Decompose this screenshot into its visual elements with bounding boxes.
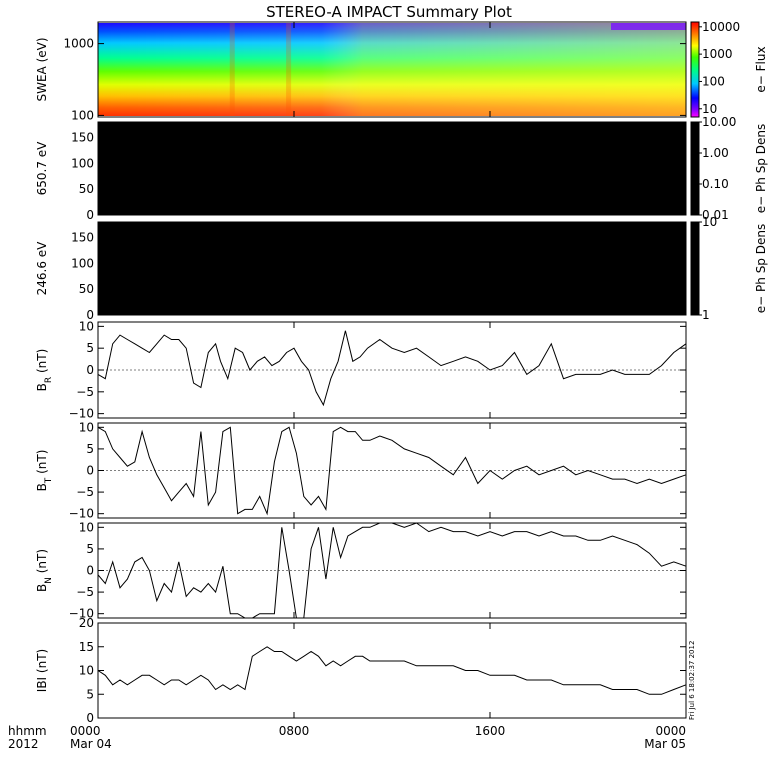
y-tick-label-4: 15 (79, 640, 94, 654)
y-axis-label-unit: (nT) (35, 450, 49, 478)
x-tick-label-3: 1600 (475, 724, 506, 738)
y-tick-label-1: 0 (86, 208, 94, 222)
colorbar-tick-label-2: 0.10 (702, 177, 729, 191)
colorbar-tick-label-1: 1 (702, 308, 710, 322)
y-axis-label-subscript: N (44, 577, 54, 584)
x-axis-row1-label: hhmm (8, 724, 47, 738)
colorbar-tick-label-3: 1000 (702, 47, 733, 61)
x-tick-date-4: Mar 05 (644, 737, 686, 751)
y-tick-label-1: 0 (86, 711, 94, 725)
y-tick-label-1: −10 (69, 407, 94, 421)
x-tick-label-1: 0000 (70, 724, 101, 738)
series-line (97, 426, 687, 516)
x-tick-date-1: Mar 04 (70, 737, 112, 751)
spectrogram-high-energy-band (611, 23, 686, 30)
y-axis-label: SWEA (eV) (35, 37, 49, 101)
y-tick-label-4: 150 (71, 231, 94, 245)
series-line (97, 330, 687, 407)
colorbar-tick-label-2: 10 (702, 215, 717, 229)
y-tick-label-2: −5 (76, 385, 94, 399)
y-axis-label: BR (nT) (35, 349, 54, 392)
y-tick-label-1: −10 (69, 507, 94, 521)
y-axis-label-unit: (nT) (35, 349, 49, 377)
y-tick-label-1: −10 (69, 607, 94, 621)
panel-5: −10 −5 0 5 10 BT (nT) (35, 420, 687, 521)
y-tick-label-5: 20 (79, 616, 94, 630)
y-tick-label-5: 10 (79, 520, 94, 534)
y-tick-label-3: 0 (86, 363, 94, 377)
y-tick-label-1: 0 (86, 308, 94, 322)
panel-frame (97, 21, 687, 118)
y-tick-label-4: 150 (71, 131, 94, 145)
y-tick-label-2: 50 (79, 182, 94, 196)
panel-frame (97, 221, 687, 316)
colorbar (690, 121, 700, 216)
colorbar-label: e− Flux (754, 46, 768, 92)
colorbar-tick-label-1: 0.01 (702, 208, 729, 222)
panel-2: 0.01 0.10 1.00 10.00 e− Ph Sp Dens 0 50 100 150 6… (35, 115, 768, 222)
y-tick-label-1: 100 (71, 108, 94, 122)
spectrogram-decay (98, 23, 686, 116)
x-tick-label-4: 0000 (655, 724, 686, 738)
colorbar-tick-label-3: 1.00 (702, 146, 729, 160)
timestamp: Fri Jul 6 18:02:37 2012 (688, 641, 696, 720)
series-line (97, 522, 687, 619)
spectrogram-area (98, 122, 686, 215)
colorbar-label: e− Ph Sp Dens (754, 224, 768, 313)
panel-7: 0 5 10 15 20 IBI (nT) (35, 616, 687, 725)
y-tick-label-4: 5 (86, 341, 94, 355)
colorbar-label: e− Ph Sp Dens (754, 124, 768, 213)
spectrogram-area (98, 222, 686, 315)
y-tick-label-2: −5 (76, 485, 94, 499)
panel-3: 1 10 e− Ph Sp Dens 0 50 100 150 246.6 eV (35, 215, 768, 322)
colorbar-tick-label-4: 10.00 (702, 115, 736, 129)
y-tick-label-2: −5 (76, 585, 94, 599)
panel-1: 10 100 1000 10000 e− Flux 100 1000 SWEA (eV) (35, 20, 768, 123)
colorbar (690, 221, 700, 316)
y-tick-label-3: 0 (86, 564, 94, 578)
colorbar-tick-label-2: 100 (702, 74, 725, 88)
y-tick-label-5: 10 (79, 420, 94, 434)
y-tick-label-3: 100 (71, 156, 94, 170)
y-axis-label-unit: (nT) (35, 549, 49, 577)
y-tick-label-2: 50 (79, 282, 94, 296)
y-tick-label-3: 10 (79, 664, 94, 678)
y-tick-label-3: 0 (86, 464, 94, 478)
y-axis-label-subscript: R (44, 377, 54, 383)
x-tick-label-2: 0800 (279, 724, 310, 738)
spectrogram-enhancement-2 (286, 23, 292, 116)
plot-title: STEREO-A IMPACT Summary Plot (266, 3, 512, 21)
spectrogram (98, 23, 686, 116)
spectrogram-enhancement-1 (229, 23, 235, 116)
panel-frame (97, 121, 687, 216)
panel-6: −10 −5 0 5 10 BN (nT) (35, 520, 687, 621)
y-tick-label-4: 5 (86, 442, 94, 456)
panel-frame (97, 622, 687, 719)
y-axis-label: BN (nT) (35, 549, 54, 592)
colorbar (690, 21, 700, 118)
y-tick-label-5: 10 (79, 319, 94, 333)
y-tick-label-2: 5 (86, 687, 94, 701)
y-axis-label-subscript: T (44, 477, 54, 484)
y-tick-label-3: 100 (71, 256, 94, 270)
colorbar-tick-label-4: 10000 (702, 20, 740, 34)
colorbar-tick-label-1: 10 (702, 102, 717, 116)
series-line (97, 646, 687, 695)
panel-4: −10 −5 0 5 10 BR (nT) (35, 319, 687, 421)
x-axis-row2-label: 2012 (8, 737, 39, 751)
y-tick-label-4: 5 (86, 542, 94, 556)
y-axis-label: IBI (nT) (35, 649, 49, 692)
y-axis-label-unit: (nT) (35, 649, 49, 677)
y-tick-label-2: 1000 (63, 37, 94, 51)
y-axis-label: 246.6 eV (35, 241, 49, 296)
y-axis-label: BT (nT) (35, 450, 54, 492)
y-axis-label: 650.7 eV (35, 141, 49, 196)
